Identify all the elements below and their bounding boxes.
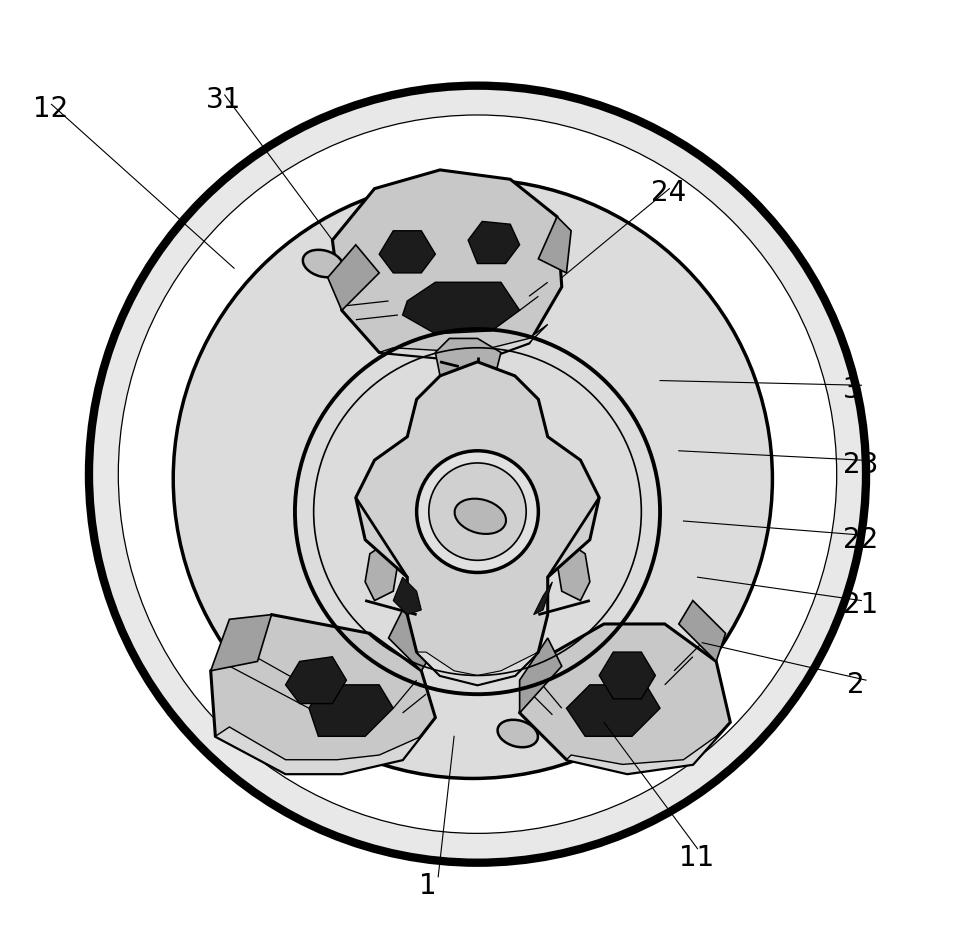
- Polygon shape: [599, 652, 655, 699]
- Polygon shape: [416, 652, 539, 685]
- Polygon shape: [216, 717, 435, 774]
- Ellipse shape: [416, 451, 539, 573]
- Text: 31: 31: [206, 85, 242, 114]
- Ellipse shape: [119, 115, 836, 833]
- Polygon shape: [393, 577, 421, 615]
- Polygon shape: [534, 582, 552, 615]
- Polygon shape: [286, 656, 347, 703]
- Polygon shape: [379, 324, 548, 362]
- Polygon shape: [566, 685, 660, 736]
- Polygon shape: [539, 217, 571, 273]
- Polygon shape: [468, 222, 520, 264]
- Text: 24: 24: [650, 179, 686, 208]
- Text: 11: 11: [679, 844, 714, 872]
- Polygon shape: [520, 624, 731, 774]
- Ellipse shape: [498, 720, 538, 747]
- Polygon shape: [211, 615, 271, 670]
- Polygon shape: [332, 170, 562, 362]
- Ellipse shape: [173, 179, 773, 778]
- Text: 22: 22: [842, 526, 878, 554]
- Ellipse shape: [303, 250, 343, 277]
- Polygon shape: [566, 722, 731, 774]
- Text: 2: 2: [847, 670, 865, 699]
- Polygon shape: [520, 638, 562, 713]
- Polygon shape: [356, 362, 599, 685]
- Polygon shape: [557, 545, 590, 601]
- Polygon shape: [435, 338, 501, 376]
- Polygon shape: [679, 601, 726, 661]
- Polygon shape: [389, 610, 435, 670]
- Text: 21: 21: [842, 592, 878, 619]
- Ellipse shape: [455, 499, 506, 534]
- Ellipse shape: [89, 85, 866, 863]
- Polygon shape: [365, 545, 398, 601]
- Ellipse shape: [429, 463, 526, 561]
- Text: 23: 23: [842, 451, 878, 479]
- Text: 1: 1: [419, 872, 437, 901]
- Polygon shape: [403, 283, 520, 333]
- Polygon shape: [211, 615, 435, 774]
- Polygon shape: [379, 231, 435, 273]
- Text: 12: 12: [32, 95, 68, 123]
- Text: 3: 3: [842, 376, 860, 404]
- Polygon shape: [328, 245, 379, 311]
- Polygon shape: [309, 685, 393, 736]
